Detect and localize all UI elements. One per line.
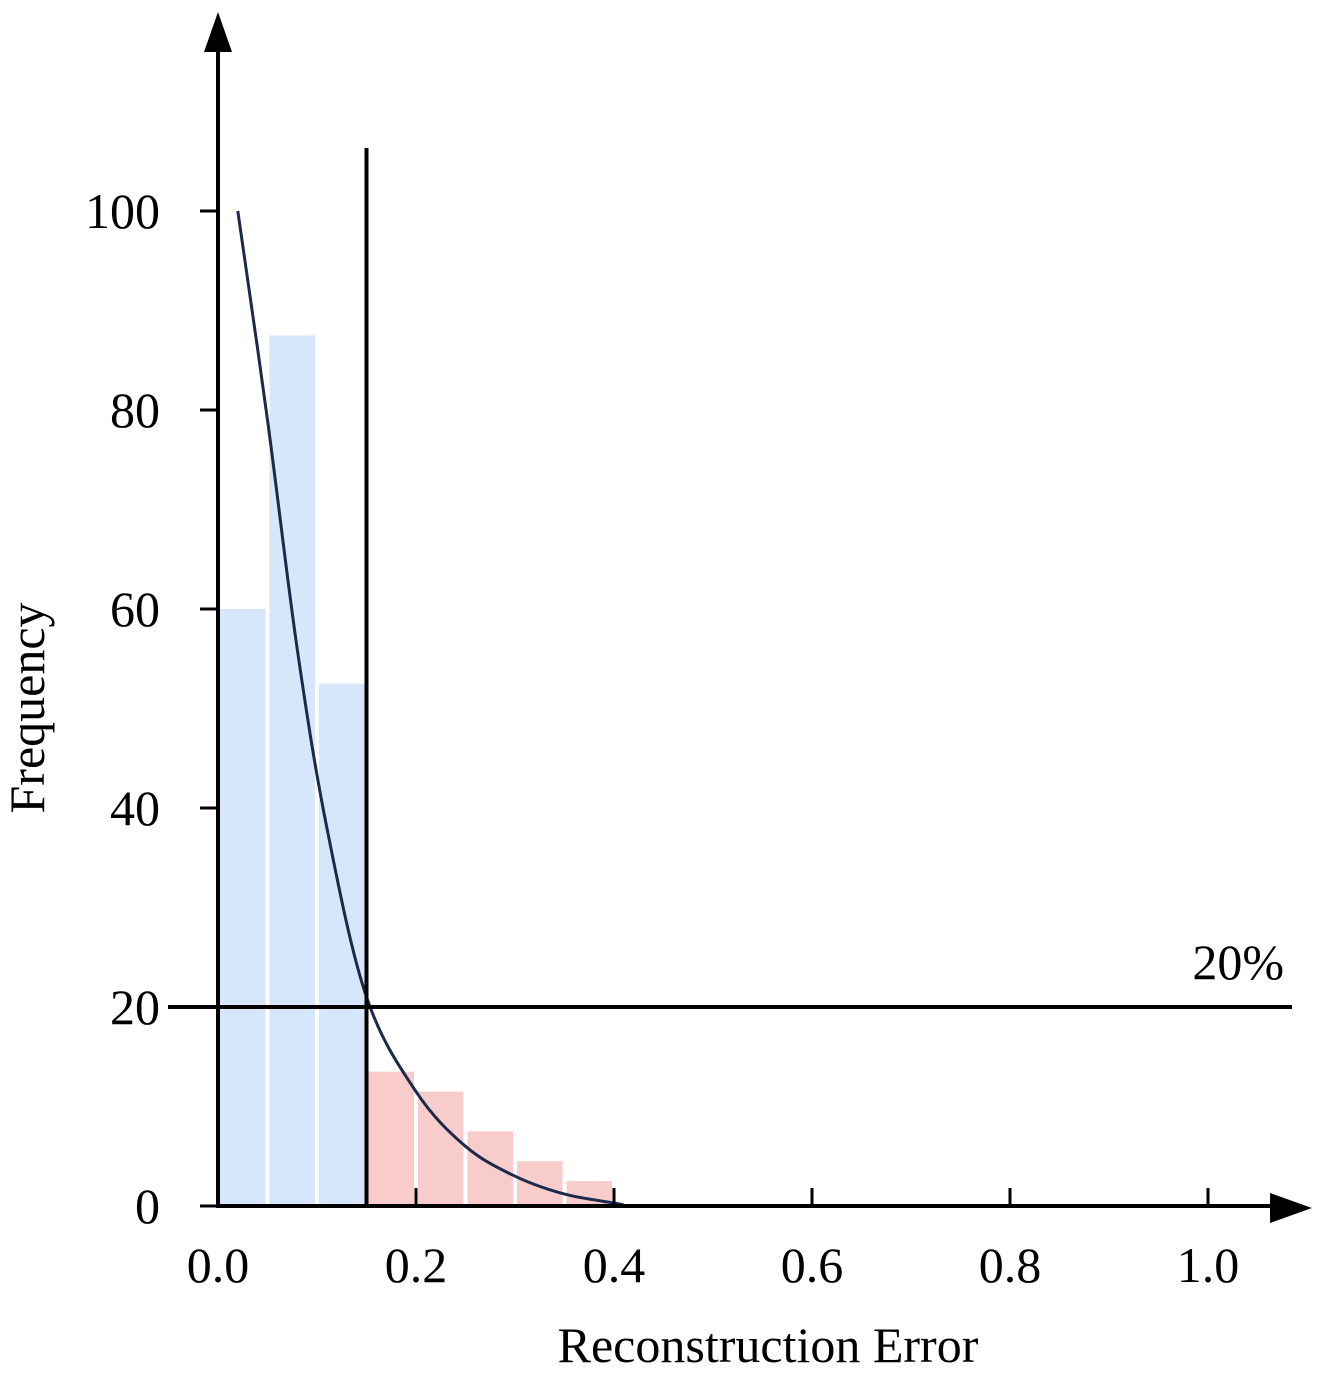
x-axis-arrow-icon <box>1270 1193 1312 1223</box>
histogram-bar-5 <box>418 1091 464 1206</box>
x-axis-title: Reconstruction Error <box>558 1317 979 1373</box>
threshold-label: 20% <box>1192 934 1284 990</box>
histogram-bar-7 <box>517 1161 563 1206</box>
histogram-bar-1 <box>220 609 266 1206</box>
histogram-bar-4 <box>368 1071 414 1206</box>
x-tick-label: 0.0 <box>187 1237 250 1293</box>
x-tick-label: 0.2 <box>385 1237 448 1293</box>
y-axis-title: Frequency <box>0 602 55 813</box>
x-tick-label: 0.4 <box>583 1237 646 1293</box>
bars-group <box>220 335 612 1206</box>
y-tick-labels: 0 20 40 60 80 100 <box>85 183 218 1234</box>
x-tick-label: 1.0 <box>1177 1237 1240 1293</box>
x-tick-label: 0.6 <box>781 1237 844 1293</box>
y-tick-label: 80 <box>110 382 160 438</box>
histogram-bar-6 <box>467 1131 513 1206</box>
histogram-bar-2 <box>269 335 315 1206</box>
axes-group <box>204 12 1312 1223</box>
y-tick-label: 0 <box>135 1178 160 1234</box>
y-tick-label: 20 <box>110 979 160 1035</box>
y-axis-arrow-icon <box>204 12 232 52</box>
x-tick-label: 0.8 <box>979 1237 1042 1293</box>
histogram-bar-3 <box>319 683 365 1206</box>
y-tick-label: 60 <box>110 581 160 637</box>
x-tick-labels: 0.0 0.2 0.4 0.6 0.8 1.0 <box>187 1188 1240 1293</box>
y-tick-label: 40 <box>110 780 160 836</box>
y-tick-label: 100 <box>85 183 160 239</box>
